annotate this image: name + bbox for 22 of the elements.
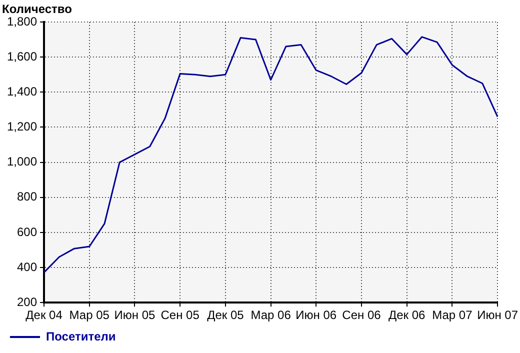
y-axis-title: Количество bbox=[2, 2, 72, 16]
y-tick-label: 800 bbox=[17, 190, 38, 204]
x-tick-label: Дек 05 bbox=[207, 308, 244, 322]
y-tick-label: 400 bbox=[17, 260, 38, 274]
y-tick-label: 600 bbox=[17, 224, 38, 239]
y-tick-label: 1,200 bbox=[7, 120, 38, 134]
x-tick-label: Мар 06 bbox=[250, 308, 292, 322]
y-tick-label: 1,000 bbox=[7, 154, 38, 169]
x-tick-label: Сен 05 bbox=[160, 308, 200, 322]
x-tick-label: Июн 06 bbox=[296, 308, 337, 322]
y-tick-label: 1,600 bbox=[7, 49, 38, 64]
x-tick-label: Дек 06 bbox=[388, 308, 426, 322]
y-tick-label: 1,800 bbox=[7, 14, 38, 28]
y-tick-label: 200 bbox=[17, 294, 38, 309]
legend-label: Посетители bbox=[46, 329, 116, 344]
x-tick-label: Сен 06 bbox=[342, 308, 382, 322]
x-tick-label: Июн 07 bbox=[477, 308, 518, 322]
x-tick-label: Дек 04 bbox=[26, 308, 63, 322]
x-tick-label: Мар 07 bbox=[432, 308, 473, 322]
x-tick-label: Мар 05 bbox=[69, 308, 110, 322]
y-tick-label: 1,400 bbox=[7, 84, 38, 98]
x-tick-label: Июн 05 bbox=[114, 308, 156, 322]
